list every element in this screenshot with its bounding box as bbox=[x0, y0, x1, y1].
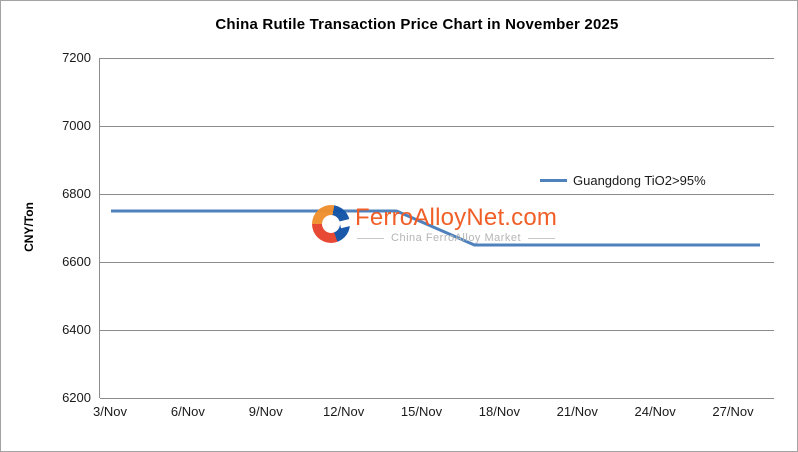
watermark-brand-text: FerroAlloyNet.com bbox=[355, 204, 558, 231]
x-tick-27-Nov: 27/Nov bbox=[712, 404, 754, 419]
chart-title: China Rutile Transaction Price Chart in … bbox=[215, 16, 619, 33]
y-tick-6400: 6400 bbox=[62, 322, 91, 337]
legend-line-swatch bbox=[540, 179, 567, 182]
x-tick-18-Nov: 18/Nov bbox=[478, 404, 520, 419]
gridline-7000 bbox=[100, 126, 774, 127]
ferroalloynet-logo-icon bbox=[312, 205, 350, 243]
y-tick-6600: 6600 bbox=[62, 254, 91, 269]
watermark: FerroAlloyNet.com China FerroAlloy Marke… bbox=[312, 205, 557, 244]
y-axis-title: CNY/Ton bbox=[22, 202, 36, 252]
gridline-7200 bbox=[100, 58, 774, 59]
gridline-6600 bbox=[100, 262, 774, 263]
gridline-6800 bbox=[100, 194, 774, 195]
gridline-6400 bbox=[100, 330, 774, 331]
tagline-dash-right bbox=[528, 237, 556, 239]
y-tick-7000: 7000 bbox=[62, 118, 91, 133]
x-tick-15-Nov: 15/Nov bbox=[400, 404, 443, 419]
watermark-tagline-text: China FerroAlloy Market bbox=[391, 232, 522, 244]
legend: Guangdong TiO2>95% bbox=[540, 173, 706, 188]
tagline-dash-left bbox=[357, 237, 385, 239]
x-tick-9-Nov: 9/Nov bbox=[248, 404, 283, 419]
y-tick-6200: 6200 bbox=[62, 390, 91, 405]
gridline-6200 bbox=[100, 398, 774, 399]
y-tick-7200: 7200 bbox=[62, 50, 91, 65]
x-tick-3-Nov: 3/Nov bbox=[93, 404, 127, 419]
x-tick-12-Nov: 12/Nov bbox=[323, 404, 365, 419]
watermark-text-block: FerroAlloyNet.com China FerroAlloy Marke… bbox=[355, 204, 558, 245]
x-tick-21-Nov: 21/Nov bbox=[556, 404, 598, 419]
plot-area bbox=[99, 58, 774, 399]
series-line-0 bbox=[111, 209, 760, 247]
watermark-tagline-row: China FerroAlloy Market bbox=[357, 232, 556, 244]
legend-series-label: Guangdong TiO2>95% bbox=[573, 173, 706, 188]
x-tick-24-Nov: 24/Nov bbox=[634, 404, 676, 419]
y-tick-6800: 6800 bbox=[62, 186, 91, 201]
price-line-series bbox=[111, 209, 760, 247]
x-tick-6-Nov: 6/Nov bbox=[170, 404, 205, 419]
